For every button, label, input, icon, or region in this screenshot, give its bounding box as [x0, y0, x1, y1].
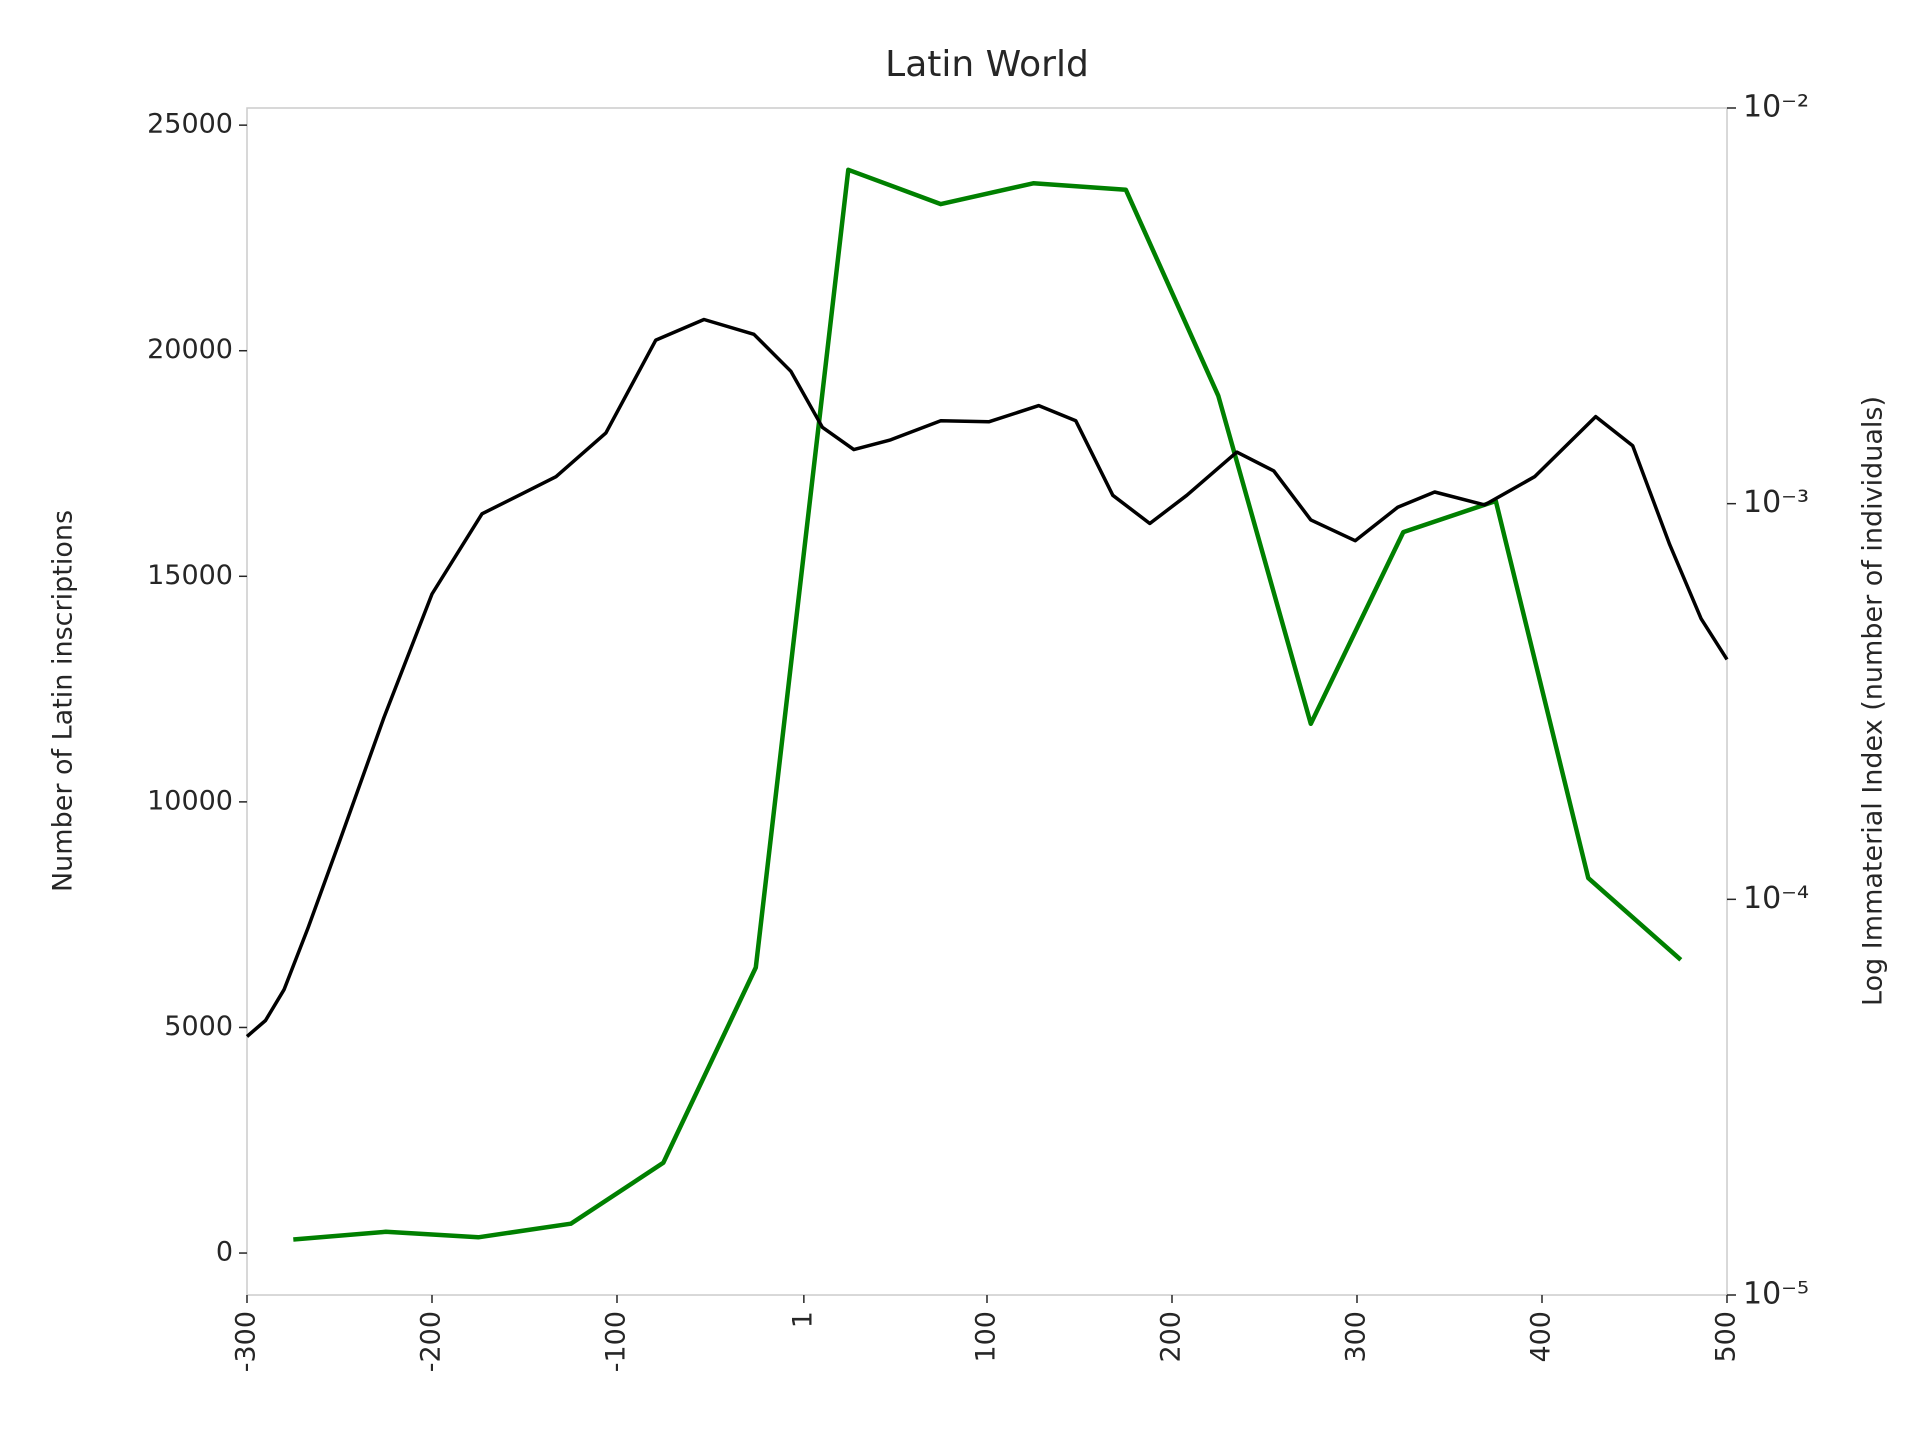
data-line — [245, 317, 1729, 1038]
y2-tick-label: 10⁻² — [1743, 90, 1809, 125]
x-tick-label: -300 — [231, 1311, 262, 1372]
y2-tick-label: 10⁻³ — [1743, 485, 1809, 520]
x-tick-label: -100 — [601, 1311, 632, 1372]
data-line — [293, 167, 1683, 1242]
chart-title: Latin World — [885, 44, 1089, 85]
y-tick-label: 5000 — [164, 1011, 233, 1042]
y-tick-label: 15000 — [147, 560, 233, 591]
plot-frame — [246, 107, 1728, 1296]
x-tick-label: 100 — [971, 1311, 1002, 1363]
x-tick-label: 300 — [1341, 1311, 1372, 1363]
x-tick-label: 500 — [1711, 1311, 1742, 1363]
x-tick-label: 400 — [1526, 1311, 1557, 1363]
y2-tick-label: 10⁻⁴ — [1743, 881, 1809, 916]
x-tick-label: 200 — [1156, 1311, 1187, 1363]
y-tick-label: 0 — [216, 1237, 233, 1268]
x-tick-label: 1 — [787, 1311, 818, 1328]
y-axis-label: Number of Latin inscriptions — [48, 510, 79, 892]
y-tick-label: 10000 — [147, 785, 233, 816]
y2-tick-label: 10⁻⁵ — [1743, 1277, 1809, 1312]
y-tick-label: 25000 — [147, 109, 233, 140]
y2-axis-label: Log Immaterial Index (number of individu… — [1858, 396, 1889, 1006]
x-tick-label: -200 — [416, 1311, 447, 1372]
y-tick-label: 20000 — [147, 334, 233, 365]
